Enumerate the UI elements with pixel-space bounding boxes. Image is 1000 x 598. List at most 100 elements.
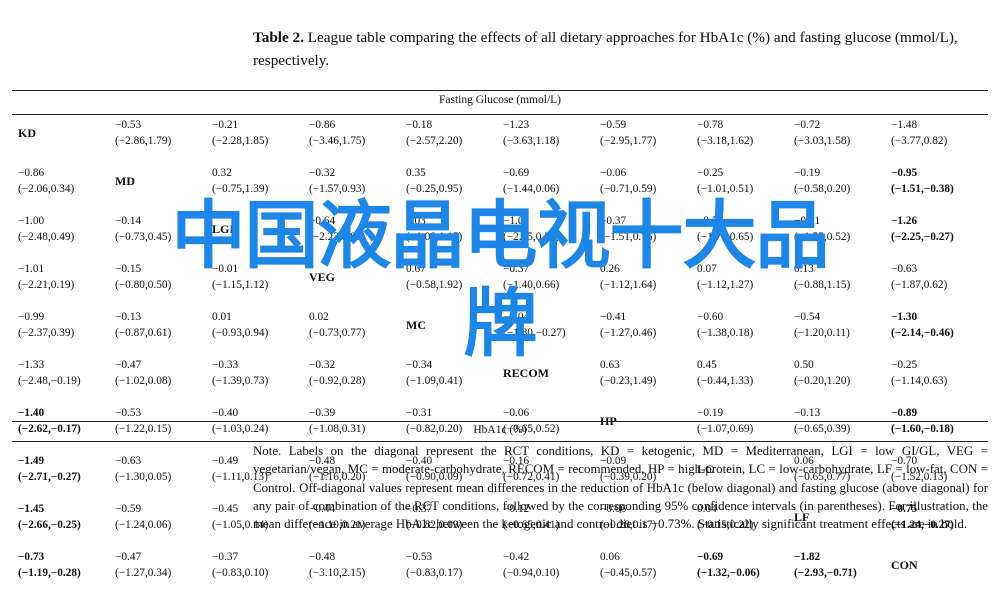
table-cell: 0.06 (−0.65,0.77) — [794, 454, 891, 502]
table-cell: −0.15 (−0.80,0.50) — [115, 262, 212, 310]
mean-difference: −0.45 — [212, 503, 239, 515]
confidence-interval: (−0.45,0.57) — [600, 566, 657, 579]
mean-difference: −0.75 — [891, 503, 918, 515]
mean-difference: −1.04 — [503, 311, 530, 323]
mean-difference: −0.47 — [115, 551, 142, 563]
mean-difference: −1.01 — [18, 263, 45, 275]
table-cell: −1.00 (−2.48,0.49) — [18, 214, 115, 262]
table-cell: −0.72 (−3.03,1.58) — [794, 118, 891, 166]
table-cell: −0.59 (−1.24,0.06) — [115, 502, 212, 550]
mean-difference: −0.47 — [115, 359, 142, 371]
confidence-interval: (−3.10,2.15) — [309, 566, 366, 579]
confidence-interval: (−0.73,0.45) — [115, 230, 172, 243]
confidence-interval: (−0.83,0.17) — [406, 566, 463, 579]
mean-difference: 0.07 — [697, 263, 717, 275]
mean-difference: −0.41 — [600, 311, 627, 323]
mean-difference: −1.00 — [18, 215, 45, 227]
table-cell: −0.14 (−0.73,0.45) — [115, 214, 212, 262]
mean-difference: −0.34 — [406, 359, 433, 371]
confidence-interval: (−1.05,0.14) — [212, 518, 269, 531]
table-cell: 0.01 (−0.93,0.94) — [212, 310, 309, 358]
mean-difference: −0.18 — [406, 119, 433, 131]
mean-difference: −0.12 — [503, 503, 530, 515]
mean-difference: −0.19 — [794, 167, 821, 179]
diagonal-condition-cell: LC — [697, 454, 794, 502]
table-cell: −0.48 (−1.16,0.20) — [309, 454, 406, 502]
table-cell: −0.57 (−1.79,0.65) — [697, 214, 794, 262]
table-cell: −0.48 (−3.10,2.15) — [309, 550, 406, 598]
table-cell: 0.50 (−0.20,1.20) — [794, 358, 891, 406]
table-cell: −0.37 (−1.40,0.66) — [503, 262, 600, 310]
table-cell: −0.42 (−0.94,0.10) — [503, 550, 600, 598]
mean-difference: −0.59 — [600, 119, 627, 131]
footer-rule — [12, 421, 988, 422]
confidence-interval: (−3.18,1.62) — [697, 134, 754, 147]
diagonal-condition-cell: KD — [18, 118, 115, 166]
table-cell: −0.19 (−1.07,0.69) — [697, 406, 794, 454]
confidence-interval: (−1.08,1.15) — [406, 230, 463, 243]
confidence-interval: (−0.58,0.20) — [794, 182, 851, 195]
mean-difference: −0.13 — [794, 407, 821, 419]
mean-difference: −1.33 — [18, 359, 45, 371]
table-cell: −0.64 (−2.23,0.95) — [309, 214, 406, 262]
table-cell: −0.33 (−1.39,0.73) — [212, 358, 309, 406]
confidence-interval: (−0.80,0.50) — [115, 278, 172, 291]
bottom-axis-label: HbA1c (%) — [473, 424, 527, 436]
confidence-interval: (−1.27,0.34) — [115, 566, 172, 579]
caption-text: League table comparing the effects of al… — [253, 29, 958, 69]
mean-difference: −1.48 — [891, 119, 918, 131]
confidence-interval: (−1.44,0.06) — [503, 182, 560, 195]
mean-difference: −0.40 — [212, 407, 239, 419]
table-row: −1.40 (−2.62,−0.17) −0.53 (−1.22,0.15) −0.40… — [18, 406, 988, 454]
mean-difference: −0.89 — [891, 407, 918, 419]
confidence-interval: (−0.82,0.09) — [406, 518, 463, 531]
mean-difference: −0.21 — [212, 119, 239, 131]
mean-difference: −1.49 — [18, 455, 45, 467]
confidence-interval: (−0.25,0.95) — [406, 182, 463, 195]
confidence-interval: (−0.93,0.94) — [212, 326, 269, 339]
diagonal-condition-cell: LF — [794, 502, 891, 550]
confidence-interval: (−1.08,0.31) — [309, 422, 366, 435]
confidence-interval: (−0.88,1.15) — [794, 278, 851, 291]
confidence-interval: (−1.87,0.62) — [891, 278, 948, 291]
table-cell: −0.16 (−0.72,0.41) — [503, 454, 600, 502]
mean-difference: −0.33 — [212, 359, 239, 371]
mean-difference: −0.49 — [212, 455, 239, 467]
mean-difference: −0.37 — [600, 215, 627, 227]
table-cell: −0.44 (−1.10,0.21) — [309, 502, 406, 550]
confidence-interval: (−2.21,0.19) — [18, 278, 75, 291]
table-cell: 0.26 (−1.12,1.64) — [600, 262, 697, 310]
confidence-interval: (−2.37,0.39) — [18, 326, 75, 339]
caption-label: Table 2. — [253, 29, 304, 46]
confidence-interval: (−0.72,0.41) — [503, 470, 560, 483]
mean-difference: −0.53 — [115, 119, 142, 131]
condition-label: LF — [794, 510, 810, 524]
table-cell: −0.99 (−2.37,0.39) — [18, 310, 115, 358]
table-cell: −0.54 (−1.20,0.11) — [794, 310, 891, 358]
mean-difference: 0.03 — [406, 215, 426, 227]
mean-difference: −0.48 — [309, 551, 336, 563]
confidence-interval: (−0.94,0.10) — [503, 566, 560, 579]
condition-label: MD — [115, 174, 135, 188]
table-cell: 0.32 (−0.75,1.39) — [212, 166, 309, 214]
table-cell: 0.35 (−0.25,0.95) — [406, 166, 503, 214]
table-row: −1.45 (−2.66,−0.25) −0.59 (−1.24,0.06) −0.45… — [18, 502, 988, 550]
confidence-interval: (−1.14,0.63) — [891, 374, 948, 387]
table-cell: −1.48 (−3.77,0.82) — [891, 118, 988, 166]
table-cell: −0.89 (−1.60,−0.18) — [891, 406, 988, 454]
mean-difference: −0.01 — [212, 263, 239, 275]
mean-difference: −0.40 — [406, 455, 433, 467]
confidence-interval: (−1.40,0.66) — [503, 278, 560, 291]
confidence-interval: (−0.82,0.20) — [406, 422, 463, 435]
mean-difference: −0.86 — [309, 119, 336, 131]
table-cell: −1.04 (−1.80,−0.27) — [503, 310, 600, 358]
confidence-interval: (−3.46,1.75) — [309, 134, 366, 147]
diagonal-condition-cell: VEG — [309, 262, 406, 310]
confidence-interval: (−1.32,−0.06) — [697, 566, 760, 579]
mean-difference: −0.37 — [212, 551, 239, 563]
mean-difference: −0.99 — [18, 311, 45, 323]
table-row: −1.49 (−2.71,−0.27) −0.63 (−1.30,0.05) −0.49… — [18, 454, 988, 502]
mean-difference: −1.30 — [891, 311, 918, 323]
diagonal-condition-cell: RECOM — [503, 358, 600, 406]
mean-difference: −0.09 — [600, 455, 627, 467]
